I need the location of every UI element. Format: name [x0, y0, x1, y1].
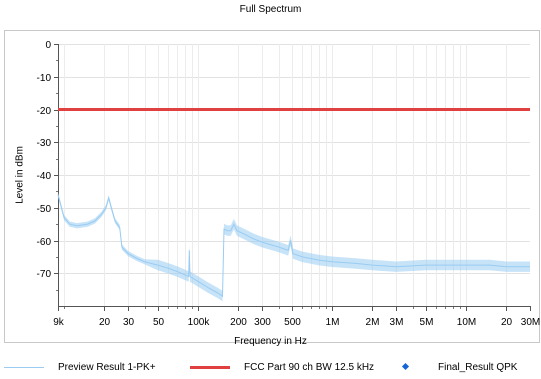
x-tick-label: 30M [521, 317, 540, 328]
x-tick-label: 200 [230, 317, 247, 328]
x-tick-label: 30 [123, 317, 135, 328]
x-tick-label: 3M [390, 317, 404, 328]
chart-title: Full Spectrum [239, 4, 302, 15]
x-tick-label: 9k [53, 317, 65, 328]
y-tick-label: -40 [37, 171, 52, 182]
y-tick-label: -70 [37, 269, 52, 280]
x-tick-label: 2M [366, 317, 380, 328]
x-tick-label: 50 [153, 317, 165, 328]
chart-legend: Preview Result 1-PK+ FCC Part 90 ch BW 1… [0, 361, 541, 375]
legend-label-limit: FCC Part 90 ch BW 12.5 kHz [244, 362, 375, 373]
x-tick-label: 500 [284, 317, 301, 328]
y-tick-label: -20 [37, 106, 52, 117]
x-tick-label: 20 [99, 317, 111, 328]
x-tick-label: 300 [254, 317, 271, 328]
preview-series-line [57, 194, 530, 298]
legend-swatch-preview [4, 367, 44, 368]
y-axis-label: Level in dBm [14, 146, 26, 204]
x-tick-label: 20 [501, 317, 513, 328]
x-axis-label: Frequency in Hz [234, 336, 307, 347]
legend-item-limit: FCC Part 90 ch BW 12.5 kHz [190, 361, 390, 375]
y-tick-label: 0 [45, 40, 51, 51]
y-tick-label: -60 [37, 237, 52, 248]
legend-item-final: Final_Result QPK [400, 361, 540, 375]
legend-item-preview: Preview Result 1-PK+ [0, 361, 190, 375]
y-tick-label: -10 [37, 73, 52, 84]
x-tick-label: 100k [188, 317, 211, 328]
diamond-marker-icon [401, 362, 410, 371]
x-tick-label: 10M [457, 317, 476, 328]
x-tick-label: 5M [420, 317, 434, 328]
y-tick-label: -50 [37, 204, 52, 215]
y-tick-label: -30 [37, 138, 52, 149]
preview-series-band [58, 192, 530, 302]
legend-label-preview: Preview Result 1-PK+ [58, 362, 156, 373]
chart-frame [4, 30, 540, 343]
legend-label-final: Final_Result QPK [438, 362, 518, 373]
x-tick-label: 1M [326, 317, 340, 328]
legend-swatch-limit [190, 366, 230, 369]
